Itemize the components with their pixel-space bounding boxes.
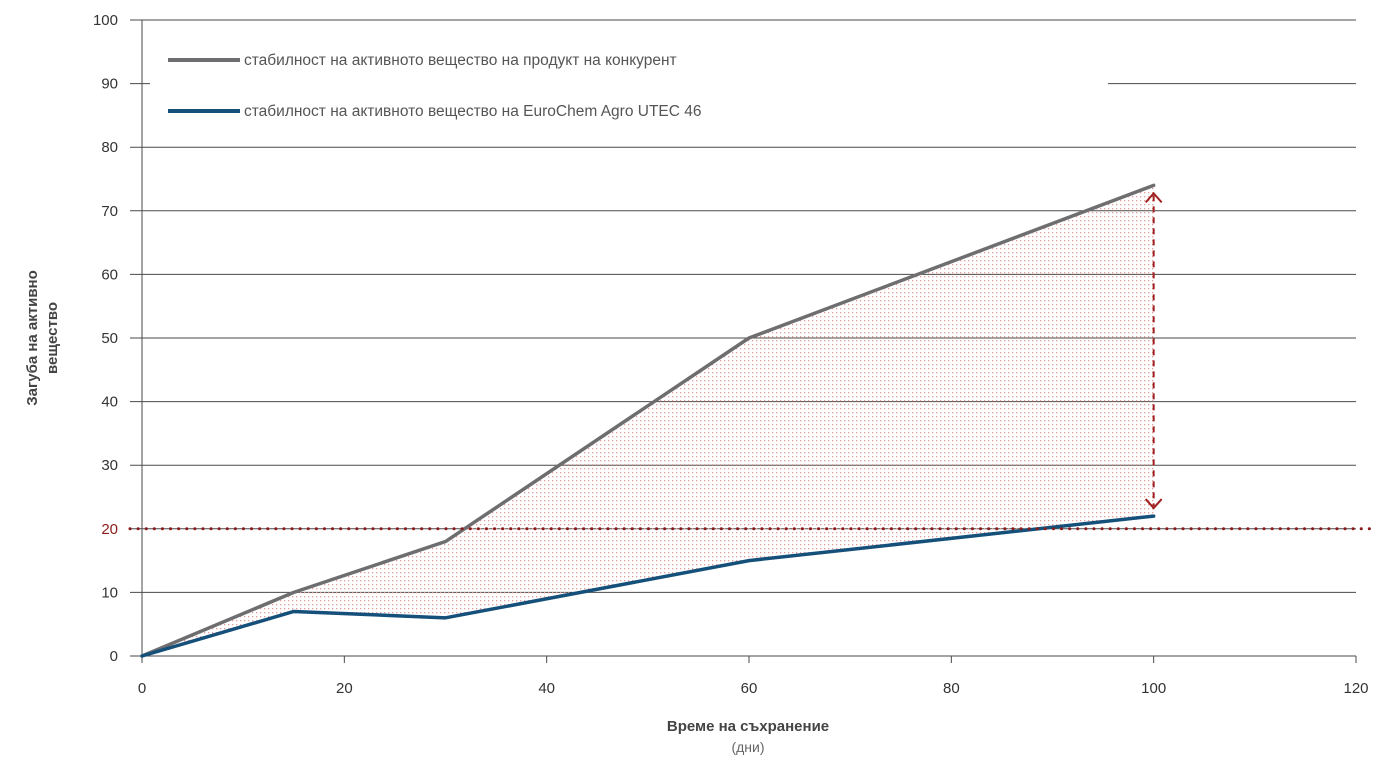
y-axis-title-line-1: Загуба на активно	[24, 270, 41, 406]
x-tick-label-40: 40	[538, 680, 555, 697]
x-tick-label-60: 60	[741, 680, 758, 697]
axes: 0 10 20 30 40 50 60 70 80 90 100 0 20 40 60 80 100 120	[93, 12, 1369, 697]
y-tick-label-80: 80	[101, 139, 118, 156]
y-tick-label-60: 60	[101, 266, 118, 283]
y-axis-title-line-2: вещество	[44, 302, 61, 374]
series-line-2	[140, 514, 1156, 658]
y-tick-label-30: 30	[101, 457, 118, 474]
x-tick-label-20: 20	[336, 680, 353, 697]
legend: стабилност на активното вещество на прод…	[150, 40, 1108, 128]
y-tick-label-90: 90	[101, 76, 118, 93]
y-tick-label-70: 70	[101, 203, 118, 220]
difference-arrow-head-top	[1144, 191, 1163, 204]
legend-background	[150, 40, 1108, 128]
y-tick-label-100: 100	[93, 12, 118, 29]
difference-area	[142, 185, 1154, 657]
x-tick-label-120: 120	[1343, 680, 1368, 697]
x-axis-title: Време на съхранение	[667, 718, 829, 735]
series-line-1	[140, 183, 1156, 658]
legend-label-1: стабилност на активното вещество на прод…	[244, 52, 677, 69]
x-axis-unit: (дни)	[731, 739, 764, 755]
x-tick-label-0: 0	[138, 680, 146, 697]
y-tick-label-0: 0	[110, 648, 118, 665]
y-tick-label-40: 40	[101, 394, 118, 411]
difference-shading	[142, 185, 1154, 657]
legend-label-2: стабилност на активното вещество на Euro…	[244, 103, 702, 120]
x-tick-label-80: 80	[943, 680, 960, 697]
y-tick-label-10: 10	[101, 584, 118, 601]
y-tick-label-20: 20	[101, 521, 118, 538]
difference-arrow-head-bottom	[1144, 498, 1163, 510]
axis-titles: Време на съхранение (дни) Загуба на акти…	[24, 270, 829, 755]
series-lines	[140, 183, 1156, 658]
x-tick-label-100: 100	[1141, 680, 1166, 697]
y-tick-label-50: 50	[101, 330, 118, 347]
difference-arrow-group	[1144, 191, 1163, 510]
